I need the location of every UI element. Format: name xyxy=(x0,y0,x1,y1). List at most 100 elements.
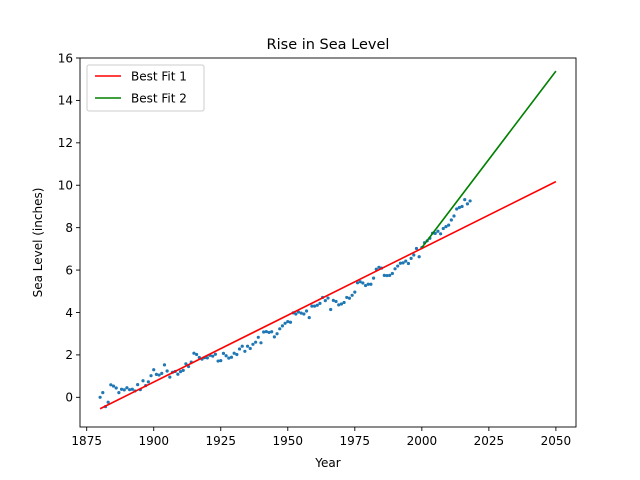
plot-area xyxy=(80,58,576,427)
scatter-point xyxy=(219,359,223,363)
scatter-point xyxy=(302,312,306,316)
scatter-point xyxy=(296,310,301,314)
scatter-point xyxy=(315,303,319,307)
x-tick-label: 2000 xyxy=(407,434,438,448)
scatter-point xyxy=(122,388,126,392)
scatter-point xyxy=(176,372,180,376)
scatter-point xyxy=(457,205,461,210)
scatter-point xyxy=(146,380,150,384)
x-tick-label: 1950 xyxy=(273,434,304,448)
scatter-point xyxy=(149,374,153,378)
scatter-point xyxy=(337,303,341,307)
scatter-point xyxy=(229,355,234,359)
scatter-point xyxy=(106,400,110,404)
series-line-1 xyxy=(99,180,557,410)
scatter-point xyxy=(117,391,121,395)
scatter-point xyxy=(345,295,349,300)
scatter-point xyxy=(278,327,282,331)
scatter-point xyxy=(267,330,271,335)
scatter-point xyxy=(441,226,445,231)
scatter-point xyxy=(369,282,373,286)
scatter-point xyxy=(342,300,346,305)
scatter-point xyxy=(259,341,263,345)
scatter-point xyxy=(294,312,298,316)
chart-title: Rise in Sea Level xyxy=(267,37,390,53)
scatter-point xyxy=(465,202,470,206)
scatter-point xyxy=(310,304,314,308)
scatter-point xyxy=(449,218,453,222)
scatter-point xyxy=(334,299,338,304)
scatter-point xyxy=(178,370,183,374)
y-tick-label: 14 xyxy=(58,94,73,108)
scatter-point xyxy=(98,395,102,399)
scatter-point xyxy=(436,229,440,233)
scatter-point xyxy=(299,311,303,315)
scatter-point xyxy=(224,354,228,358)
scatter-point xyxy=(165,369,169,373)
scatter-point xyxy=(136,382,140,387)
scatter-point xyxy=(275,332,279,336)
scatter-point xyxy=(141,379,145,383)
scatter-point xyxy=(318,301,322,305)
plot-frame xyxy=(79,57,577,428)
scatter-point xyxy=(447,223,451,227)
scatter-point xyxy=(417,255,421,259)
scatter-point xyxy=(254,340,258,344)
scatter-point xyxy=(385,273,389,278)
scatter-point xyxy=(401,261,405,265)
scatter-point xyxy=(350,293,354,297)
scatter-point xyxy=(366,282,370,286)
scatter-point xyxy=(280,324,285,328)
scatter-point xyxy=(353,290,357,294)
scatter-point xyxy=(235,352,239,357)
scatter-point xyxy=(130,387,134,391)
scatter-point xyxy=(396,264,400,268)
scatter-point xyxy=(101,391,105,395)
scatter-point xyxy=(192,351,196,355)
scatter-point xyxy=(377,265,381,269)
scatter-point xyxy=(245,344,250,348)
scatter-point xyxy=(406,261,411,266)
x-tick-label: 1900 xyxy=(138,434,169,448)
scatter-point xyxy=(390,271,394,276)
x-tick-label: 2025 xyxy=(474,434,505,448)
scatter-point xyxy=(286,320,290,324)
scatter-point xyxy=(272,335,276,339)
scatter-point xyxy=(463,198,467,202)
scatter-point xyxy=(433,231,437,235)
scatter-point xyxy=(347,296,352,300)
scatter-point xyxy=(262,330,266,334)
scatter-point xyxy=(283,321,287,325)
scatter-point xyxy=(232,351,236,355)
scatter-point xyxy=(216,359,220,363)
series-line-2 xyxy=(421,70,557,249)
scatter-point xyxy=(393,267,397,271)
scatter-point xyxy=(125,386,129,390)
scatter-point xyxy=(205,356,209,360)
scatter-point xyxy=(388,273,392,277)
legend: Best Fit 1 Best Fit 2 xyxy=(86,64,205,112)
scatter-point xyxy=(329,307,333,312)
scatter-point xyxy=(339,302,344,306)
scatter-point xyxy=(184,362,188,366)
x-tick-label: 1975 xyxy=(340,434,371,448)
scatter-point xyxy=(304,309,309,313)
y-tick-label: 12 xyxy=(58,136,73,150)
scatter-point xyxy=(251,342,255,346)
scatter-point xyxy=(160,371,164,375)
scatter-point xyxy=(248,346,252,351)
scatter-point xyxy=(243,349,247,353)
legend-label: Best Fit 1 xyxy=(131,69,187,83)
y-tick-label: 0 xyxy=(65,391,73,405)
scatter-point xyxy=(409,256,413,261)
x-axis-label: Year xyxy=(314,456,340,470)
scatter-point xyxy=(240,344,244,348)
x-tick-label: 1875 xyxy=(71,434,102,448)
x-tick-label: 2050 xyxy=(541,434,572,448)
y-tick-label: 4 xyxy=(65,306,73,320)
scatter-point xyxy=(444,224,448,229)
y-tick-label: 6 xyxy=(65,263,73,277)
scatter-point xyxy=(452,214,456,218)
scatter-point xyxy=(355,281,360,285)
